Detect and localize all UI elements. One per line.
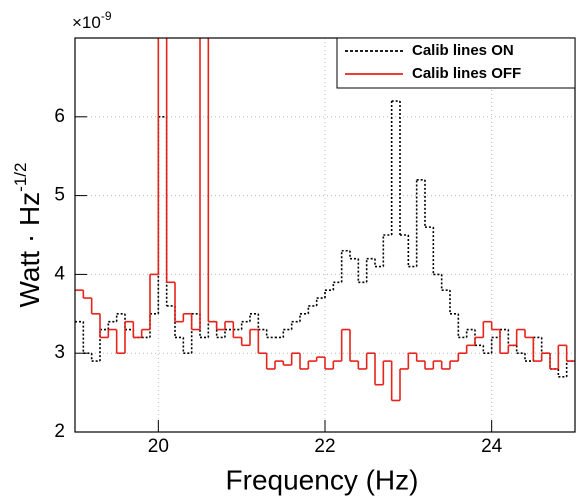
y-tick-label: 4 <box>54 263 65 284</box>
y-tick-label: 3 <box>54 342 65 363</box>
y-multiplier-exp: -9 <box>101 9 112 23</box>
legend-box <box>336 37 576 89</box>
legend-label: Calib lines OFF <box>412 65 521 82</box>
y-axis-title-main: Watt · Hz <box>14 192 45 308</box>
y-multiplier: ×10-9 <box>72 9 112 32</box>
y-tick-label: 2 <box>54 421 65 442</box>
y-tick-label: 5 <box>54 185 65 206</box>
y-tick-label: 6 <box>54 106 65 127</box>
x-tick-label: 22 <box>314 436 335 457</box>
x-axis-title: Frequency (Hz) <box>226 464 419 495</box>
x-tick-label: 20 <box>148 436 169 457</box>
y-multiplier-base: ×10 <box>72 13 101 32</box>
legend-label: Calib lines ON <box>412 42 514 59</box>
x-tick-label: 24 <box>481 436 503 457</box>
y-axis-title-exp: -1/2 <box>11 163 30 192</box>
y-axis-title: Watt · Hz-1/2 <box>11 163 45 308</box>
